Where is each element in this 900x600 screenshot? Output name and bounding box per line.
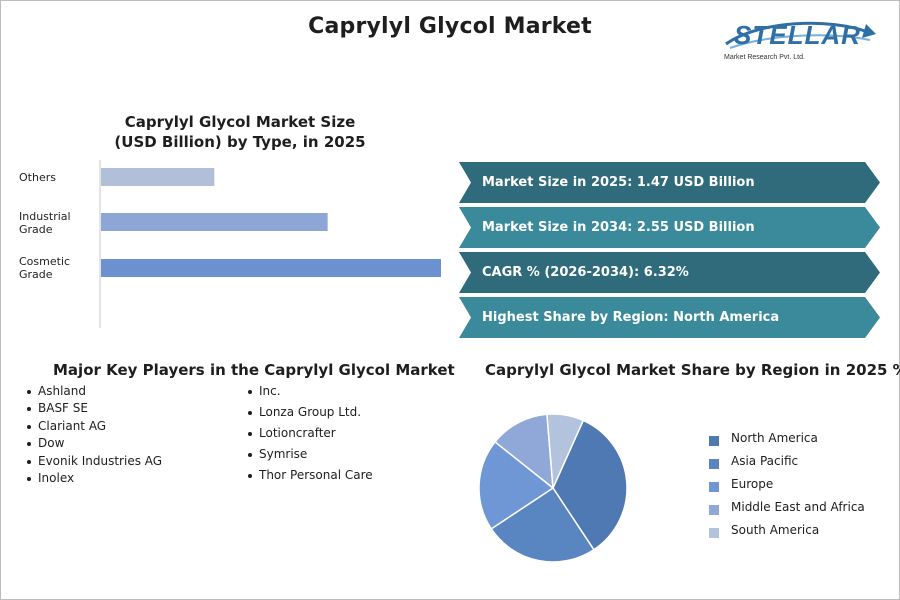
- bar-label-line: Cosmetic: [19, 255, 71, 268]
- stat-market-size-2025: Market Size in 2025: 1.47 USD Billion: [459, 162, 880, 203]
- player-item: Evonik Industries AG: [22, 453, 162, 470]
- stellar-logo: STELLAR Market Research Pvt. Ltd.: [720, 14, 880, 70]
- stat-text: Highest Share by Region: North America: [482, 310, 780, 325]
- bar-label-line: Others: [19, 171, 56, 184]
- pie-legend: North America Asia Pacific Europe Middle…: [709, 432, 865, 547]
- stat-text: Market Size in 2034: 2.55 USD Billion: [482, 220, 755, 235]
- legend-label: South America: [731, 523, 820, 537]
- player-item: Inc.: [243, 381, 373, 402]
- legend-item: Middle East and Africa: [709, 501, 865, 524]
- legend-swatch: [709, 505, 719, 515]
- legend-item: North America: [709, 432, 865, 455]
- player-item: Inolex: [22, 470, 162, 487]
- pie-chart-title: Caprylyl Glycol Market Share by Region i…: [485, 361, 900, 379]
- logo-subtitle: Market Research Pvt. Ltd.: [724, 54, 805, 61]
- key-players-list-left: Ashland BASF SE Clariant AG Dow Evonik I…: [22, 383, 162, 487]
- player-item: Lotioncrafter: [243, 423, 373, 444]
- stat-bg-2: [459, 252, 880, 293]
- key-players-title: Major Key Players in the Caprylyl Glycol…: [53, 361, 455, 379]
- stat-bg-3: [459, 297, 880, 338]
- bar-label-line: Grade: [19, 268, 53, 281]
- stat-arrow-shape: [459, 207, 880, 248]
- legend-item: Europe: [709, 478, 865, 501]
- stat-text: CAGR % (2026-2034): 6.32%: [482, 265, 689, 280]
- legend-label: Asia Pacific: [731, 454, 799, 468]
- stat-bg-0: [459, 162, 880, 203]
- bar-label-2: Cosmetic Grade: [19, 255, 70, 281]
- player-item: Symrise: [243, 444, 373, 465]
- player-item: Clariant AG: [22, 418, 162, 435]
- bar-chart-title-line2: (USD Billion) by Type, in 2025: [114, 133, 366, 151]
- logo-swoosh-icon: [725, 21, 876, 49]
- bar-chart-title-line1: Caprylyl Glycol Market Size: [124, 113, 356, 131]
- bar-chart-title: Caprylyl Glycol Market Size (USD Billion…: [80, 112, 400, 152]
- player-item: Ashland: [22, 383, 162, 400]
- legend-item: South America: [709, 524, 865, 547]
- page-title: Caprylyl Glycol Market: [308, 14, 592, 39]
- player-item: Dow: [22, 435, 162, 452]
- player-item: Lonza Group Ltd.: [243, 402, 373, 423]
- legend-swatch: [709, 436, 719, 446]
- player-item: Thor Personal Care: [243, 465, 373, 486]
- bar-label-line: Grade: [19, 223, 53, 236]
- stat-cagr: CAGR % (2026-2034): 6.32%: [459, 252, 880, 293]
- key-players-list-right: Inc. Lonza Group Ltd. Lotioncrafter Symr…: [243, 381, 373, 486]
- stat-text: Market Size in 2025: 1.47 USD Billion: [482, 175, 755, 190]
- legend-swatch: [709, 482, 719, 492]
- bar-label-1: Industrial Grade: [19, 210, 71, 236]
- legend-label: North America: [731, 431, 818, 445]
- stat-bg-1: [459, 207, 880, 248]
- stat-arrow-shape: [459, 297, 880, 338]
- bar-label-line: Industrial: [19, 210, 71, 223]
- stat-market-size-2034: Market Size in 2034: 2.55 USD Billion: [459, 207, 880, 248]
- logo-wordmark: STELLAR: [734, 20, 861, 50]
- stat-highest-share: Highest Share by Region: North America: [459, 297, 880, 338]
- stat-arrow-shape: [459, 162, 880, 203]
- legend-label: Middle East and Africa: [731, 500, 865, 514]
- player-item: BASF SE: [22, 400, 162, 417]
- legend-swatch: [709, 528, 719, 538]
- stat-arrow-shape: [459, 252, 880, 293]
- legend-swatch: [709, 459, 719, 469]
- bar-label-0: Others: [19, 171, 56, 184]
- legend-label: Europe: [731, 477, 774, 491]
- legend-item: Asia Pacific: [709, 455, 865, 478]
